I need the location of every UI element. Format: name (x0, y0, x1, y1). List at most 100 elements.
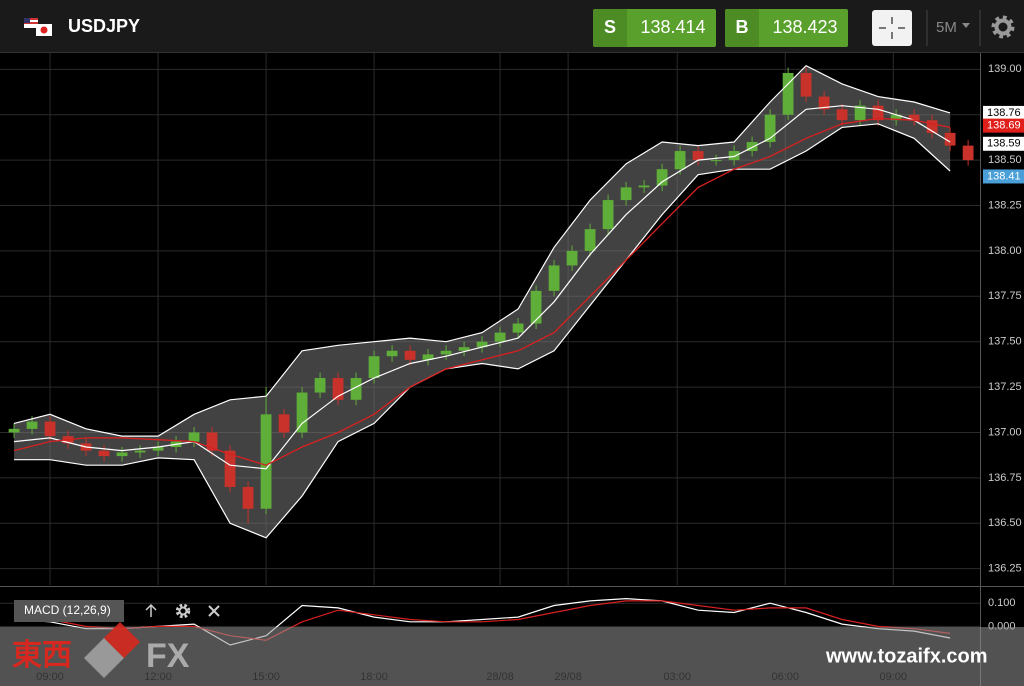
watermark-url: www.tozaifx.com (825, 645, 988, 667)
candle-body (8, 428, 20, 433)
candle-body (332, 378, 344, 400)
macd-label-box (14, 600, 124, 622)
band-upper (13, 64, 951, 437)
candle-body (782, 72, 794, 115)
watermark-brand: 東西 (12, 639, 72, 672)
candle-body (818, 96, 830, 110)
candle-body (422, 354, 434, 360)
candle-body (116, 452, 128, 457)
header-bar (0, 0, 1024, 52)
candle-body (872, 105, 884, 121)
buy-price: 138.423 (772, 17, 837, 37)
moving-average (13, 117, 951, 466)
price-tag (983, 118, 1024, 133)
candle-body (692, 151, 704, 161)
candle-body (476, 341, 488, 348)
settings-icon[interactable] (991, 15, 1015, 39)
price-tag (983, 105, 1024, 120)
candle-body (404, 350, 416, 360)
macd-tick-label: 0.100 (988, 597, 1016, 609)
candle-body (746, 141, 758, 152)
candle-body (44, 421, 56, 437)
candle-body (278, 414, 290, 433)
y-tick-label: 137.50 (988, 336, 1022, 348)
candle-body (674, 151, 686, 170)
candle-body (944, 132, 956, 146)
candle-body (134, 450, 146, 453)
candle-body (908, 114, 920, 121)
y-tick-label: 137.75 (988, 290, 1022, 302)
candle-body (638, 185, 650, 188)
dropdown-arrow (962, 23, 970, 28)
price-tag (983, 169, 1024, 184)
candle-body (188, 432, 200, 442)
watermark-logo-mark (84, 622, 140, 678)
candle-body (224, 450, 236, 487)
indicator-settings-icon[interactable] (175, 603, 191, 619)
y-tick-label: 138.25 (988, 199, 1022, 211)
candle-body (602, 200, 614, 230)
flag (24, 18, 52, 36)
candle-body (386, 350, 398, 357)
sell-label: S (604, 17, 616, 37)
price-tag (983, 136, 1024, 151)
buy-label: B (736, 17, 749, 37)
buy-tab (725, 9, 759, 47)
y-tick-label: 138.00 (988, 245, 1022, 257)
candle-body (854, 105, 866, 121)
candle-body (962, 145, 974, 161)
y-tick-label: 137.00 (988, 426, 1022, 438)
candle-body (440, 350, 452, 355)
candle-body (152, 447, 164, 451)
macd-line (13, 597, 951, 646)
y-tick-label: 139.00 (988, 63, 1022, 75)
candle-body (242, 486, 254, 509)
candle-body (296, 392, 308, 433)
candle-body (890, 114, 902, 121)
sell-price: 138.414 (640, 17, 705, 37)
price-tag-label: 138.76 (987, 107, 1021, 119)
move-up-icon[interactable] (145, 603, 157, 617)
band-middle (13, 105, 951, 470)
watermark-logo: FX (146, 637, 190, 675)
x-tick-label: 03:00 (663, 671, 691, 683)
x-tick-label: 28/08 (486, 671, 514, 683)
crosshair-button[interactable] (872, 10, 912, 46)
y-tick-label: 138.50 (988, 154, 1022, 166)
candle-body (314, 378, 326, 393)
price-tag-label: 138.69 (987, 120, 1021, 132)
candle-body (656, 169, 668, 186)
price-tag-label: 138.41 (987, 170, 1021, 182)
candle-body (512, 323, 524, 333)
candle-body (710, 160, 722, 162)
candle-body (98, 450, 110, 457)
candle-body (458, 347, 470, 351)
x-tick-label: 09:00 (879, 671, 907, 683)
y-tick-label: 136.25 (988, 563, 1022, 575)
candle-body (620, 187, 632, 201)
x-tick-label: 29/08 (554, 671, 582, 683)
candle-body (926, 120, 938, 133)
signal-line (14, 600, 951, 641)
y-tick-label: 136.75 (988, 472, 1022, 484)
candle-body (206, 432, 218, 451)
x-tick-label: 09:00 (36, 671, 64, 683)
candle-body (566, 250, 578, 266)
candle-body (548, 265, 560, 291)
price-tag-label: 138.59 (987, 138, 1021, 150)
timeframe[interactable]: 5M (936, 19, 957, 36)
close-icon[interactable] (208, 605, 220, 617)
x-tick-label: 12:00 (144, 671, 172, 683)
x-tick-label: 06:00 (771, 671, 799, 683)
candle-body (836, 109, 848, 121)
macd-label: MACD (12,26,9) (24, 603, 111, 617)
watermark-band (0, 627, 1024, 686)
candle-body (260, 414, 272, 509)
band-lower (14, 123, 951, 539)
candle-body (764, 114, 776, 142)
y-tick-label: 137.25 (988, 381, 1022, 393)
candle-body (800, 72, 812, 97)
candle-body (530, 290, 542, 324)
